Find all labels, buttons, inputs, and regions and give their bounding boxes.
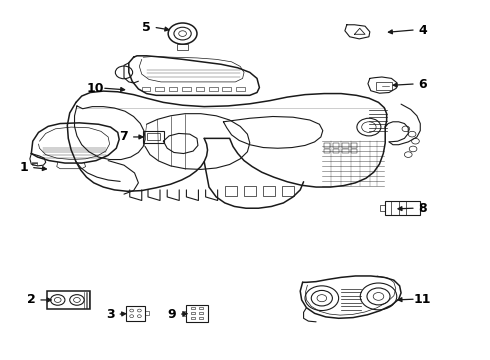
Bar <box>236 86 245 91</box>
Bar <box>333 149 339 153</box>
Bar <box>343 143 349 148</box>
Bar <box>225 186 237 196</box>
Bar <box>182 86 191 91</box>
Bar <box>244 186 256 196</box>
Bar <box>351 149 357 153</box>
Text: 11: 11 <box>414 293 431 306</box>
Bar <box>351 143 357 148</box>
Bar <box>385 201 420 215</box>
Bar <box>199 312 203 314</box>
Bar <box>191 312 195 314</box>
Bar <box>333 143 339 148</box>
Bar <box>191 307 195 310</box>
Text: 1: 1 <box>20 161 28 174</box>
Bar <box>380 206 385 211</box>
Bar <box>186 305 208 322</box>
Bar <box>191 317 195 319</box>
Bar <box>142 86 150 91</box>
Bar <box>263 186 275 196</box>
Bar <box>143 131 164 143</box>
Text: 5: 5 <box>142 21 151 34</box>
Bar <box>343 149 349 153</box>
Bar <box>199 317 203 319</box>
Bar <box>222 86 231 91</box>
Bar <box>182 311 186 316</box>
Bar <box>32 162 37 163</box>
Bar <box>209 86 218 91</box>
Bar <box>376 82 392 90</box>
Bar <box>155 86 164 91</box>
Text: 10: 10 <box>86 82 104 95</box>
Bar <box>324 143 330 148</box>
Bar <box>282 186 294 196</box>
Bar <box>177 44 188 50</box>
Text: 8: 8 <box>418 202 427 215</box>
Text: 7: 7 <box>120 130 128 143</box>
Text: 3: 3 <box>106 307 115 320</box>
Bar <box>32 163 37 165</box>
Bar <box>145 311 149 315</box>
Bar <box>199 307 203 310</box>
Text: 6: 6 <box>418 77 427 90</box>
Bar <box>196 86 204 91</box>
Text: 2: 2 <box>27 293 36 306</box>
Bar <box>169 86 177 91</box>
Bar <box>126 306 145 321</box>
Bar <box>324 149 330 153</box>
Bar <box>47 291 90 309</box>
Bar <box>147 134 161 140</box>
Text: 9: 9 <box>168 307 176 320</box>
Text: 4: 4 <box>418 23 427 37</box>
